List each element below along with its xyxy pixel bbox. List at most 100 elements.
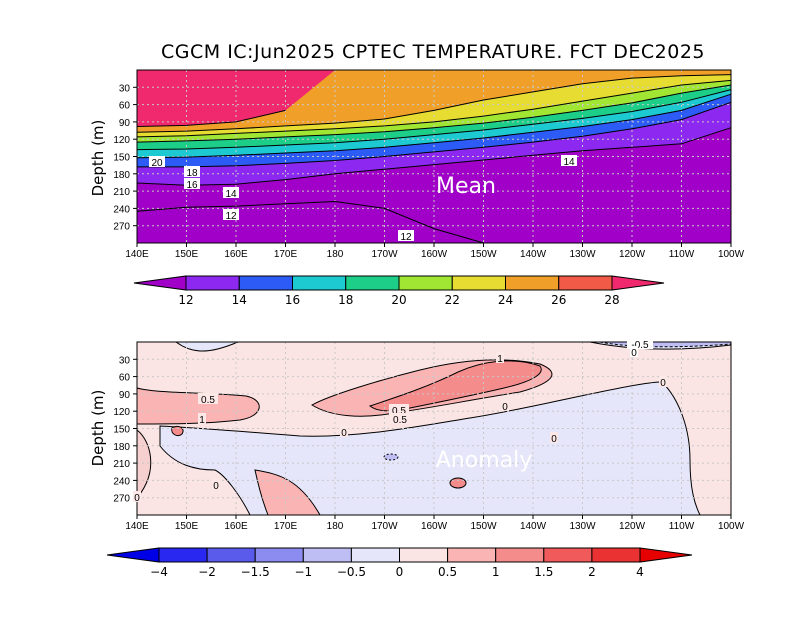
contour-label-bg [496,352,504,363]
anomaly-ylabel: Depth (m) [89,390,107,467]
anomaly-panel: Depth (m) 140E 150E 160E 170E 180 170W 160W 150… [89,338,745,532]
anomaly-colorbar-segment [543,547,593,563]
mean-layer [137,70,731,127]
contour-label-bg [659,376,667,387]
mean-colorbar-segment [292,275,347,291]
x-tick-label: 110W [669,521,695,532]
y-tick-label: 90 [119,390,131,401]
contour-label: 0 [134,493,140,504]
mean-colorbar-label: 24 [498,293,513,307]
mean-x-ticks: 140E 150E 160E 170E 180 170W 160W 150W 140W 130W 1… [125,243,745,260]
mean-colorbar-label: 28 [604,293,619,307]
anomaly-region [449,477,467,489]
mean-contour [136,93,732,159]
y-tick-label: 240 [113,476,130,487]
y-tick-label: 60 [119,373,131,384]
contour-label: 0 [631,348,637,359]
contour-label: 20 [151,158,163,169]
anomaly-colorbar-label: −0.5 [337,565,366,579]
mean-colorbar-label: 18 [338,293,353,307]
x-tick-label: 120W [619,521,646,532]
y-tick-label: 60 [119,101,131,112]
x-tick-label: 100W [718,249,745,260]
mean-contour [136,109,286,127]
anomaly-colorbar-segment [350,547,400,563]
contour-label-bg [149,156,165,167]
anomaly-region [383,453,399,461]
anomaly-colorbar-segment [591,547,641,563]
x-tick-label: 170W [371,249,398,260]
x-tick-label: 150W [470,521,497,532]
mean-contours [136,74,732,244]
contour-label-bg [133,491,141,502]
anomaly-colorbar-high-triangle [639,547,693,563]
anomaly-colorbar-segment [254,547,304,563]
mean-colorbar-segment [558,275,613,291]
contour-label-bg [198,413,206,424]
y-tick-label: 270 [113,222,130,233]
x-tick-label: 140E [125,249,149,260]
anomaly-region [171,425,184,437]
contour-label-bg [390,413,410,424]
anomaly-fill [136,341,732,516]
mean-colorbar-label: 12 [178,293,193,307]
y-tick-label: 210 [113,459,130,470]
mean-ylabel: Depth (m) [89,120,107,197]
x-tick-label: 170E [274,521,298,532]
x-tick-label: 170W [371,521,398,532]
anomaly-colorbar-segment [158,547,208,563]
mean-colorbar-segment [185,275,240,291]
mean-colorbar-label: 26 [551,293,566,307]
anomaly-colorbar: −4 −2 −1.5 −1 −0.5 0 0.5 1 1.5 2 4 [106,547,693,579]
contour-label: 14 [225,189,237,200]
contour-label-bg [630,346,638,357]
contour-label: 18 [186,168,198,179]
contour-label-bg [627,338,653,349]
anomaly-grid [137,342,731,515]
contour-label-bg [561,155,577,166]
y-tick-label: 240 [113,204,130,215]
mean-contour [136,127,732,186]
contour-label-bg [550,432,558,443]
contour-label-bg [501,400,509,411]
x-tick-label: 140W [520,249,547,260]
mean-contour [136,89,732,151]
y-tick-label: 30 [119,83,131,94]
anomaly-colorbar-label: 1 [492,565,500,579]
anomaly-region [159,381,701,516]
mean-colorbar-label: 20 [391,293,406,307]
anomaly-colorbar-label: 0 [396,565,404,579]
anomaly-colorbar-segment [399,547,449,563]
contour-label: 0.5 [201,395,215,406]
y-tick-label: 210 [113,187,130,198]
mean-colorbar-segment [398,275,453,291]
x-tick-label: 130W [569,521,596,532]
contour-label-bg [212,479,220,490]
anomaly-colorbar-low-triangle [106,547,160,563]
mean-colorbar-high-triangle [611,275,665,291]
x-tick-label: 160W [421,249,448,260]
anomaly-colorbar-segment [302,547,352,563]
anomaly-region [136,387,260,425]
contour-label-bg [184,178,200,189]
contour-label: 0 [660,378,666,389]
mean-contour [136,74,732,133]
contour-label: 0 [213,481,219,492]
anomaly-colorbar-label: −1 [294,565,312,579]
mean-colorbar-segment [238,275,293,291]
x-tick-label: 120W [619,249,646,260]
anomaly-watermark: Anomaly [436,448,533,473]
contour-label: 0 [551,434,557,445]
anomaly-colorbar-label: −1.5 [241,565,270,579]
anomaly-colorbar-segment [495,547,545,563]
contour-label-bg [398,230,414,241]
y-tick-label: 180 [113,442,130,453]
x-tick-label: 140E [125,521,149,532]
x-tick-label: 180 [327,521,344,532]
x-tick-label: 100W [718,521,745,532]
anomaly-colorbar-label: 4 [636,565,644,579]
mean-contour [137,101,732,168]
contour-label-bg [184,166,200,177]
contour-label: 1 [497,354,503,365]
contour-label: 0.5 [392,406,406,417]
